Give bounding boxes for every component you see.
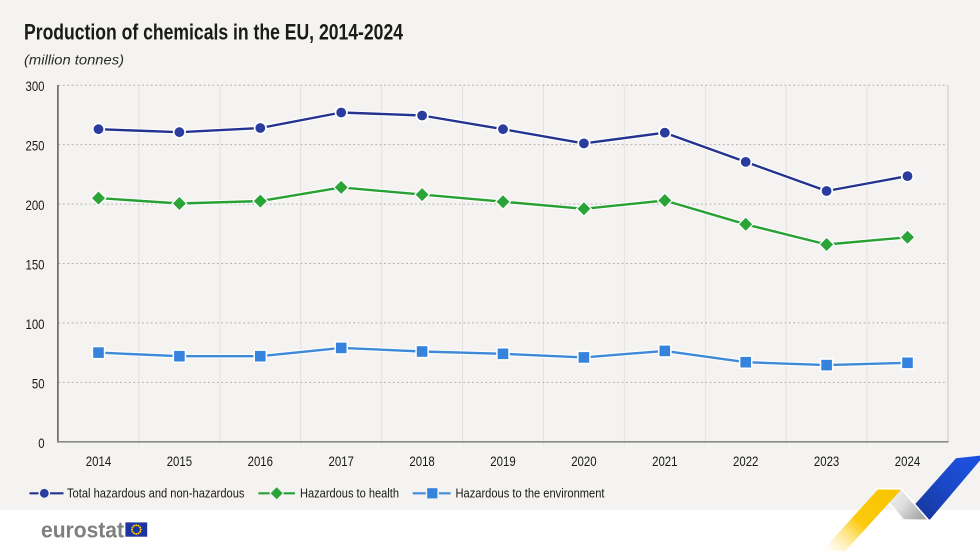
svg-text:0: 0 <box>38 435 44 451</box>
svg-text:2016: 2016 <box>248 453 274 469</box>
svg-text:2021: 2021 <box>652 453 678 469</box>
svg-text:Hazardous to the environment: Hazardous to the environment <box>456 487 605 501</box>
svg-text:50: 50 <box>32 375 45 391</box>
svg-text:150: 150 <box>26 257 45 273</box>
svg-text:Total hazardous and non-hazard: Total hazardous and non-hazardous <box>67 487 245 501</box>
svg-text:2017: 2017 <box>329 453 355 469</box>
svg-text:2014: 2014 <box>86 453 112 469</box>
svg-text:2015: 2015 <box>167 453 193 469</box>
svg-text:300: 300 <box>26 78 45 94</box>
svg-text:2022: 2022 <box>733 453 759 469</box>
svg-text:Production of chemicals in the: Production of chemicals in the EU, 2014-… <box>24 20 403 45</box>
svg-text:100: 100 <box>26 316 45 332</box>
svg-text:2019: 2019 <box>490 453 516 469</box>
svg-text:2018: 2018 <box>409 453 435 469</box>
svg-text:2023: 2023 <box>814 453 840 469</box>
svg-text:Hazardous to health: Hazardous to health <box>300 487 399 501</box>
svg-text:2024: 2024 <box>895 453 921 469</box>
svg-text:200: 200 <box>26 197 45 213</box>
svg-text:2020: 2020 <box>571 453 597 469</box>
svg-text:eurostat: eurostat <box>41 518 124 543</box>
svg-text:(million tonnes): (million tonnes) <box>24 51 124 67</box>
svg-text:250: 250 <box>26 138 45 154</box>
